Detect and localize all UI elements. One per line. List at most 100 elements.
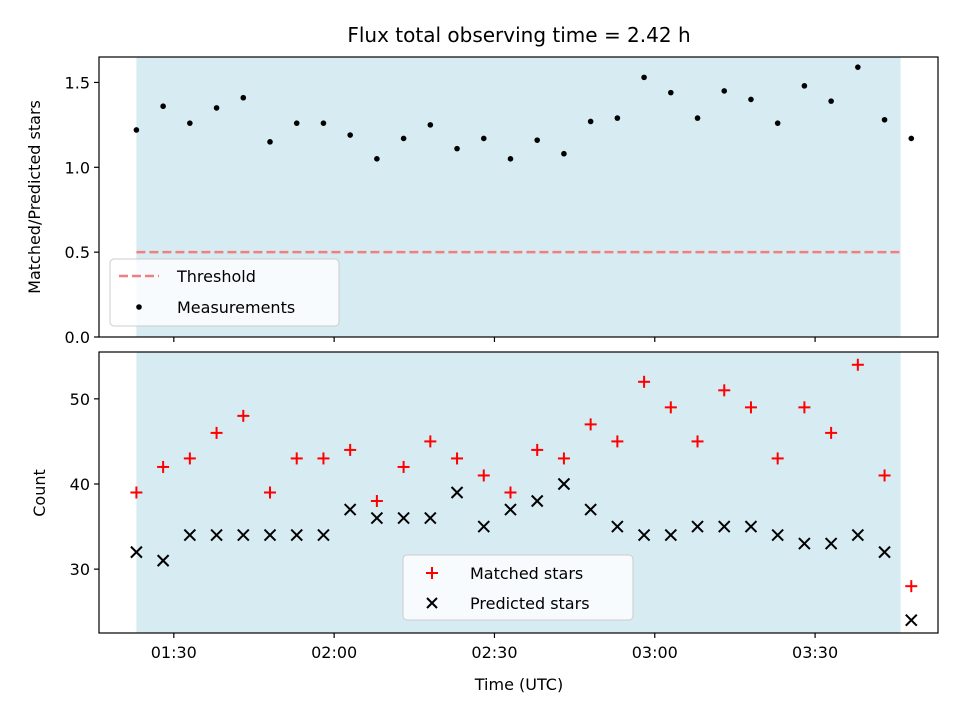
y-tick-label: 0.0 — [65, 328, 90, 347]
matched-star-point — [611, 435, 624, 448]
x-tick-label: 03:30 — [792, 643, 838, 662]
matched-star-point — [344, 443, 357, 456]
measurement-point — [187, 120, 193, 126]
predicted-star-point — [210, 528, 223, 542]
predicted-star-point — [424, 511, 437, 525]
matched-star-point — [130, 486, 143, 499]
predicted-star-point — [824, 537, 838, 550]
matched-star-point — [451, 452, 464, 465]
measurement-point — [213, 105, 220, 111]
predicted-star-point — [370, 511, 384, 525]
predicted-star-point — [290, 528, 303, 542]
y-tick-label: 1.0 — [65, 158, 90, 177]
matched-star-point — [183, 452, 196, 465]
matched-star-point — [638, 375, 651, 388]
measurement-point — [160, 103, 166, 110]
measurement-point — [400, 135, 407, 142]
bottom-y-axis-label: Count — [30, 469, 49, 517]
measurement-point — [267, 139, 273, 145]
legend-matched-label: Matched stars — [470, 564, 583, 583]
matched-star-point — [771, 452, 784, 465]
predicted-star-point — [450, 486, 464, 499]
top-y-axis-label: Matched/Predicted stars — [25, 100, 44, 294]
matched-star-point — [531, 443, 544, 456]
matched-star-point — [664, 401, 677, 414]
measurement-point — [855, 64, 861, 70]
predicted-star-point — [397, 511, 410, 525]
measurement-point — [320, 120, 327, 126]
matched-star-point — [264, 486, 277, 499]
matched-star-point — [397, 460, 410, 473]
measurement-point — [347, 132, 353, 138]
measurement-point — [561, 150, 567, 157]
matched-star-point — [557, 452, 570, 465]
predicted-star-point — [477, 520, 490, 533]
predicted-star-point — [263, 528, 277, 542]
y-tick-label: 30 — [70, 560, 90, 579]
measurement-point — [774, 120, 781, 126]
top-legend: Threshold Measurements — [109, 258, 340, 327]
x-tick-label: 03:00 — [632, 643, 678, 662]
count-panel: 30 40 50 01:30 02:00 02:30 03:00 03:30 Count T… — [30, 351, 939, 694]
y-tick-label: 40 — [70, 475, 90, 494]
measurement-point — [694, 115, 701, 121]
matched-star-point — [718, 384, 731, 397]
y-tick-label: 0.5 — [65, 243, 90, 262]
predicted-star-point — [664, 528, 678, 542]
matched-star-point — [210, 426, 223, 439]
matched-star-point — [370, 495, 383, 508]
x-tick-label: 01:30 — [151, 643, 197, 662]
predicted-star-point — [878, 545, 891, 559]
predicted-star-point — [771, 528, 784, 542]
measurement-point — [454, 145, 460, 152]
predicted-star-point — [611, 520, 624, 533]
measurement-point — [507, 156, 514, 162]
top-y-ticks: 0.0 0.5 1.0 1.5 — [65, 73, 99, 347]
measurement-point — [587, 118, 594, 125]
matched-star-point — [424, 435, 437, 448]
measurement-point — [721, 88, 728, 94]
chart-title: Flux total observing time = 2.42 h — [347, 23, 690, 47]
predicted-star-point — [530, 494, 544, 508]
matched-star-point — [477, 469, 490, 482]
predicted-star-point — [798, 537, 811, 550]
matched-star-point — [157, 460, 170, 473]
predicted-star-point — [557, 477, 571, 491]
predicted-star-point — [851, 528, 865, 542]
top-axes-frame — [98, 56, 939, 338]
measurement-point — [641, 74, 647, 81]
x-tick-label: 02:30 — [471, 643, 517, 662]
measurement-point — [480, 135, 487, 142]
predicted-star-point — [343, 503, 357, 516]
matched-star-point — [744, 401, 757, 414]
legend-measurement-label: Measurements — [177, 298, 295, 317]
matched-star-point — [691, 435, 704, 448]
measurement-point — [881, 116, 888, 123]
matched-star-point — [317, 452, 330, 465]
matched-star-point — [825, 426, 838, 439]
measurement-point — [668, 89, 674, 96]
x-axis-label: Time (UTC) — [474, 675, 563, 694]
legend-predicted-swatch — [426, 597, 438, 609]
predicted-star-point — [156, 554, 170, 567]
ratio-panel: 0.0 0.5 1.0 1.5 Matched/Predicted stars Thr… — [25, 56, 939, 347]
legend-matched-swatch — [426, 567, 438, 579]
matched-star-point — [584, 418, 597, 431]
measurement-point — [748, 96, 754, 103]
predicted-star-point — [744, 520, 758, 533]
matched-star-point — [798, 401, 811, 414]
predicted-star-point — [718, 520, 731, 533]
bottom-x-ticks: 01:30 02:00 02:30 03:00 03:30 — [151, 633, 838, 662]
measurement-point — [534, 137, 541, 143]
measurement-point — [828, 98, 834, 104]
bottom-y-ticks: 30 40 50 — [70, 390, 99, 579]
matched-star-point — [851, 358, 864, 371]
predicted-star-point — [637, 528, 651, 542]
x-tick-label: 02:00 — [311, 643, 357, 662]
predicted-star-point — [584, 503, 597, 516]
measurement-point — [908, 135, 915, 142]
legend-predicted-label: Predicted stars — [470, 594, 590, 613]
matched-star-point — [237, 409, 250, 422]
predicted-star-point — [317, 528, 330, 542]
